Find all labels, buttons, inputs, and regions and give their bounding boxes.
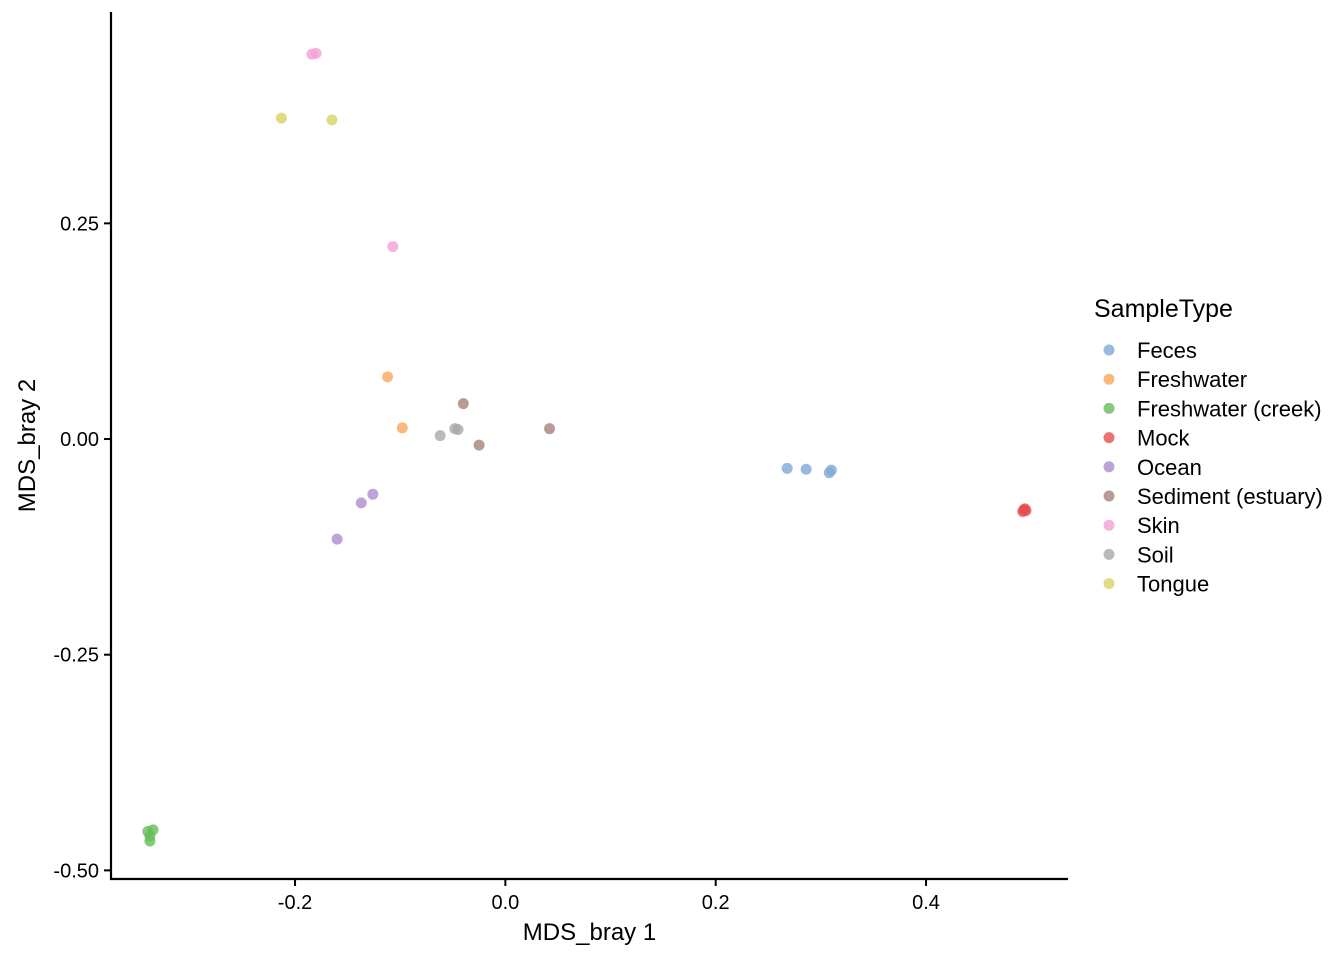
data-point	[800, 463, 812, 475]
legend-key	[1103, 578, 1115, 590]
legend-key	[1103, 548, 1115, 560]
data-point	[355, 497, 367, 509]
y-tick-label: -0.50	[53, 860, 99, 882]
legend-key	[1103, 461, 1115, 473]
x-tick-label: 0.2	[702, 892, 730, 914]
data-point	[387, 241, 399, 253]
data-point	[367, 488, 379, 500]
x-axis-title: MDS_bray 1	[523, 919, 656, 946]
legend-label: Freshwater (creek)	[1137, 396, 1322, 421]
y-tick-label: -0.25	[53, 645, 99, 667]
legend-label: Freshwater	[1137, 367, 1247, 392]
data-point	[1017, 505, 1029, 517]
data-point	[457, 398, 469, 410]
legend-key	[1103, 432, 1115, 444]
x-tick-label: 0.4	[912, 892, 940, 914]
legend-label: Mock	[1137, 426, 1191, 451]
x-axis-ticks: -0.2 0.0 0.2 0.4	[278, 879, 940, 914]
data-point	[331, 533, 343, 545]
y-tick-label: 0.25	[60, 213, 99, 235]
legend-title: SampleType	[1094, 295, 1233, 323]
data-point	[144, 835, 156, 847]
legend-key	[1103, 519, 1115, 531]
data-point	[823, 467, 835, 479]
y-axis-title: MDS_bray 2	[14, 379, 41, 512]
data-point	[382, 371, 394, 383]
y-axis-ticks: 0.25 0.00 -0.25 -0.50	[53, 213, 111, 882]
data-point	[452, 424, 464, 436]
data-point	[434, 430, 446, 442]
x-tick-label: 0.0	[491, 892, 519, 914]
legend-label: Soil	[1137, 542, 1174, 567]
legend-label: Tongue	[1137, 572, 1209, 597]
legend-label: Feces	[1137, 338, 1197, 363]
data-point	[473, 439, 485, 451]
data-point	[275, 112, 287, 124]
data-point	[326, 114, 338, 126]
y-tick-label: 0.00	[60, 429, 99, 451]
points-layer	[142, 47, 1032, 847]
legend-label: Skin	[1137, 513, 1180, 538]
data-point	[544, 423, 556, 435]
x-tick-label: -0.2	[278, 892, 312, 914]
data-point	[147, 824, 159, 836]
data-point	[396, 422, 408, 434]
legend-items: Feces Freshwater Freshwater (creek) Mock Oce…	[1103, 338, 1323, 597]
legend-label: Sediment (estuary)	[1137, 484, 1323, 509]
data-point	[310, 47, 322, 59]
data-point	[781, 462, 793, 474]
legend-key	[1103, 344, 1115, 356]
legend-key	[1103, 490, 1115, 502]
legend: SampleType Feces Freshwater Freshwater (cr…	[1094, 295, 1323, 597]
legend-label: Ocean	[1137, 455, 1202, 480]
legend-key	[1103, 402, 1115, 414]
legend-key	[1103, 373, 1115, 385]
